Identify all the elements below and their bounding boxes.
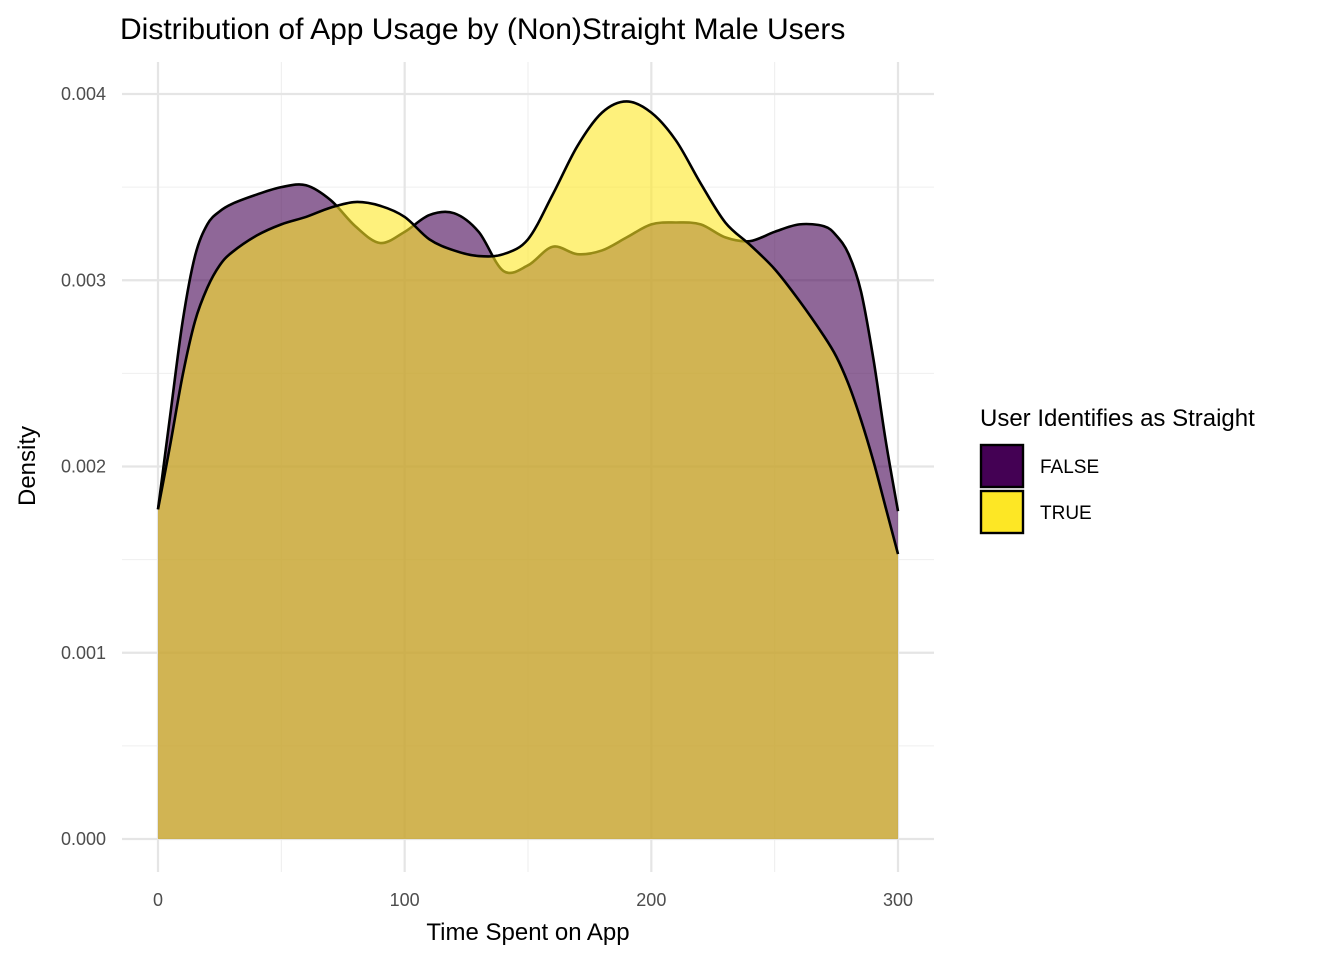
x-axis-ticks: 0 100 200 300 xyxy=(153,890,913,910)
y-tick-label: 0.003 xyxy=(61,270,106,290)
legend-items: FALSE TRUE xyxy=(979,443,1099,535)
x-tick-label: 100 xyxy=(390,890,420,910)
y-axis-title: Density xyxy=(14,426,41,506)
legend-swatch-true xyxy=(979,489,1025,535)
legend-title: User Identifies as Straight xyxy=(980,405,1255,432)
y-tick-label: 0.000 xyxy=(61,829,106,849)
y-tick-label: 0.004 xyxy=(61,84,106,104)
x-tick-label: 200 xyxy=(636,890,666,910)
legend-label-true: TRUE xyxy=(1040,503,1092,524)
chart-title: Distribution of App Usage by (Non)Straig… xyxy=(120,13,845,46)
x-axis-title: Time Spent on App xyxy=(426,919,629,946)
legend-label-false: FALSE xyxy=(1040,457,1099,478)
y-axis-ticks: 0.000 0.001 0.002 0.003 0.004 xyxy=(61,84,106,849)
legend: User Identifies as Straight FALSE TRUE xyxy=(979,405,1255,535)
x-tick-label: 300 xyxy=(883,890,913,910)
density-area-true xyxy=(158,101,898,839)
y-tick-label: 0.002 xyxy=(61,457,106,477)
y-tick-label: 0.001 xyxy=(61,643,106,663)
density-areas xyxy=(156,100,900,840)
legend-swatch-false xyxy=(979,443,1025,489)
density-outline-true xyxy=(156,100,900,555)
x-tick-label: 0 xyxy=(153,890,163,910)
